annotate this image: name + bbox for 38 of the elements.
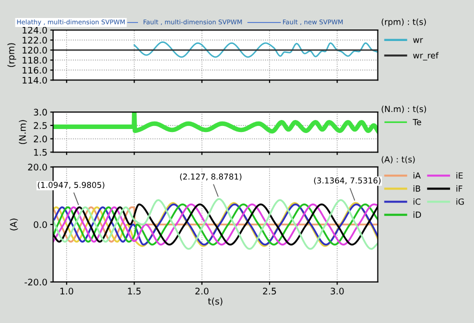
y-tick-label: 3.0 [34,108,47,116]
x-tick-label: 1.5 [128,288,141,295]
x-axis-title: t(s) [208,298,222,306]
text: (A) : t(s) [382,156,415,164]
y-tick-label: 124.0 [22,26,47,34]
x-tick-label: 1.0 [60,288,74,295]
legend-label: iB [414,185,420,192]
y-tick-label: 122.0 [22,36,47,44]
annotation: (2.127, 8.8781) [180,173,242,181]
y-tick-label: 0.0 [34,221,47,228]
legend-label: iD [414,211,422,218]
y-axis-title: (A) [10,218,18,230]
legend-label: iA [414,172,421,179]
y-axis-title: (N.m) [18,120,27,144]
annotation: (1.0947, 5.9805) [38,182,104,189]
y-tick-label: 114.0 [22,76,47,84]
legend-label: iC [414,198,420,205]
legend-label: wr_ref [413,52,439,60]
legend-label: iE [456,172,463,179]
legend-label: Te [412,119,422,126]
annotation: (3.1364, 7.5316) [314,177,381,184]
x-tick-label: 3.0 [330,288,344,295]
x-tick-label: 2.5 [263,288,276,295]
y-tick-label: 116.0 [22,66,47,74]
y-tick-label: 1.5 [34,148,47,156]
y-tick-label: 2.0 [34,136,47,142]
y-tick-label: 20.0 [28,164,47,171]
text: (N.m) : t(s) [382,106,426,114]
y-axis-title: (rpm) [7,43,16,67]
y-tick-label: 120.0 [22,46,47,54]
legend-label: wr [413,38,424,43]
text: (rpm) : t(s) [382,18,426,27]
x-tick-label: 2.0 [195,288,208,295]
y-tick-label: 118.0 [22,56,47,64]
legend-label: iF [456,185,462,192]
y-tick-label: -20.0 [24,278,47,286]
y-tick-label: 2.5 [34,122,47,129]
legend-label: iG [456,198,464,205]
